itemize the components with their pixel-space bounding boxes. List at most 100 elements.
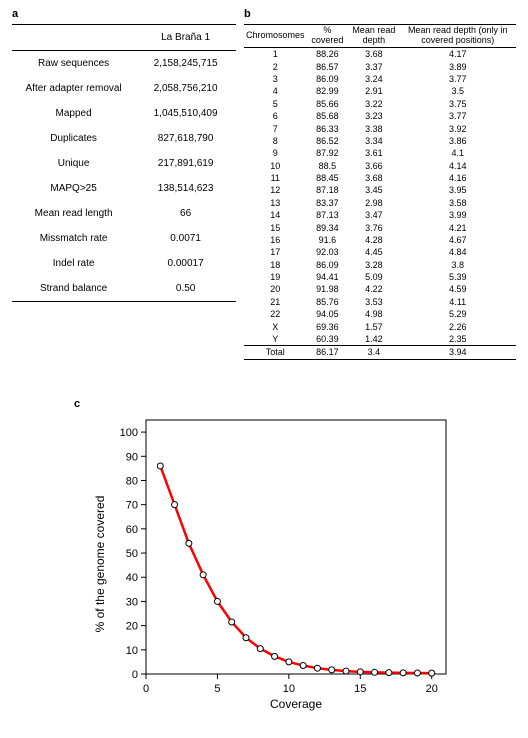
table-b-row: 1383.372.983.58 (244, 197, 516, 209)
data-point (257, 646, 263, 652)
y-tick-label: 0 (132, 669, 138, 681)
table-b-cell: 3.89 (399, 61, 516, 73)
table-a-row: MAPQ>25138,514,623 (12, 176, 236, 201)
table-b-cell: 91.98 (307, 283, 349, 295)
x-axis-title: Coverage (270, 697, 322, 711)
table-b-cell: 85.66 (307, 98, 349, 110)
table-b-cell: 4.28 (348, 234, 399, 246)
table-b-cell: 4.45 (348, 246, 399, 258)
table-b-cell: 22 (244, 308, 307, 320)
table-b-cell: 3.76 (348, 221, 399, 233)
table-b-cell: 4.11 (399, 296, 516, 308)
table-a-value: 2,058,756,210 (135, 76, 236, 101)
y-tick-label: 30 (126, 596, 138, 608)
table-b-cell: 85.68 (307, 110, 349, 122)
top-row: a La Braña 1 Raw sequences2,158,245,715A… (12, 8, 516, 360)
table-b-cell: 4.21 (399, 221, 516, 233)
table-b-cell: 3.86 (399, 135, 516, 147)
table-a-row: Raw sequences2,158,245,715 (12, 51, 236, 77)
table-b-row: 2185.763.534.11 (244, 296, 516, 308)
table-b-cell: 86.33 (307, 122, 349, 134)
table-a-label: Duplicates (12, 126, 135, 151)
table-a-row: Duplicates827,618,790 (12, 126, 236, 151)
table-a-value: 0.00017 (135, 251, 236, 276)
figure: a La Braña 1 Raw sequences2,158,245,715A… (0, 0, 528, 738)
table-b-row: 685.683.233.77 (244, 110, 516, 122)
table-b-cell: 3.23 (348, 110, 399, 122)
table-b-cell: 2.98 (348, 197, 399, 209)
table-b-cell: 4 (244, 85, 307, 97)
panel-a: a La Braña 1 Raw sequences2,158,245,715A… (12, 8, 236, 302)
table-b-cell: 5.09 (348, 271, 399, 283)
table-a-value: 138,514,623 (135, 176, 236, 201)
x-tick-label: 15 (354, 683, 366, 695)
table-b-row: 1589.343.764.21 (244, 221, 516, 233)
data-point (314, 665, 320, 671)
table-b-cell: 87.92 (307, 147, 349, 159)
table-b-total-cell: Total (244, 346, 307, 359)
table-b-cell: 94.05 (307, 308, 349, 320)
coverage-chart: % of the genome covered 0102030405060708… (106, 414, 456, 714)
table-b-cell: 3.99 (399, 209, 516, 221)
table-b-cell: 1.42 (348, 333, 399, 346)
table-b-row: 1088.53.664.14 (244, 160, 516, 172)
table-b-cell: 3.28 (348, 259, 399, 271)
table-a-label: Missmatch rate (12, 226, 135, 251)
data-point (343, 668, 349, 674)
y-axis-title: % of the genome covered (93, 496, 107, 633)
table-b-cell: 4.16 (399, 172, 516, 184)
table-a-value: 2,158,245,715 (135, 51, 236, 77)
table-b-cell: 3.61 (348, 147, 399, 159)
data-point (414, 670, 420, 676)
table-b-row: 1994.415.095.39 (244, 271, 516, 283)
table-b-cell: 12 (244, 184, 307, 196)
table-a-row: Mapped1,045,510,409 (12, 101, 236, 126)
chart-svg: 010203040506070809010005101520Coverage (106, 414, 456, 714)
panel-a-label: a (12, 8, 236, 20)
table-b-cell: 3.77 (399, 73, 516, 85)
table-b-cell: 1.57 (348, 320, 399, 332)
table-a-row: Indel rate0.00017 (12, 251, 236, 276)
table-a-value: 827,618,790 (135, 126, 236, 151)
table-b-cell: 2 (244, 61, 307, 73)
table-b-cell: 85.76 (307, 296, 349, 308)
table-b-cell: 1 (244, 48, 307, 61)
table-b-cell: 4.1 (399, 147, 516, 159)
table-b-cell: 88.26 (307, 48, 349, 61)
data-point (329, 667, 335, 673)
table-b: Chromosomes% coveredMean read depthMean … (244, 24, 516, 360)
table-b-cell: 3.66 (348, 160, 399, 172)
table-b-cell: 91.6 (307, 234, 349, 246)
table-b-cell: 4.22 (348, 283, 399, 295)
table-b-header: Chromosomes (244, 25, 307, 48)
table-b-total-cell: 3.4 (348, 346, 399, 359)
data-point (157, 463, 163, 469)
table-a-label: Unique (12, 151, 135, 176)
table-b-cell: 6 (244, 110, 307, 122)
table-b-cell: 3.58 (399, 197, 516, 209)
table-b-cell: 86.57 (307, 61, 349, 73)
table-b-cell: 19 (244, 271, 307, 283)
data-point (272, 653, 278, 659)
table-b-cell: 14 (244, 209, 307, 221)
panel-c: c % of the genome covered 01020304050607… (60, 398, 480, 714)
table-a: La Braña 1 Raw sequences2,158,245,715Aft… (12, 24, 236, 302)
table-b-row: 1691.64.284.67 (244, 234, 516, 246)
table-b-row: 786.333.383.92 (244, 122, 516, 134)
table-b-cell: 3.45 (348, 184, 399, 196)
table-b-row: Y60.391.422.35 (244, 333, 516, 346)
table-b-cell: 94.41 (307, 271, 349, 283)
table-b-cell: 20 (244, 283, 307, 295)
table-a-label: Strand balance (12, 276, 135, 302)
table-b-cell: 3.95 (399, 184, 516, 196)
table-a-label: Indel rate (12, 251, 135, 276)
table-b-row: 1792.034.454.84 (244, 246, 516, 258)
data-point (286, 659, 292, 665)
data-point (214, 598, 220, 604)
table-b-cell: 60.39 (307, 333, 349, 346)
y-tick-label: 70 (126, 500, 138, 512)
table-b-cell: 4.17 (399, 48, 516, 61)
x-tick-label: 10 (283, 683, 295, 695)
table-b-cell: 18 (244, 259, 307, 271)
table-a-row: Mean read length66 (12, 201, 236, 226)
